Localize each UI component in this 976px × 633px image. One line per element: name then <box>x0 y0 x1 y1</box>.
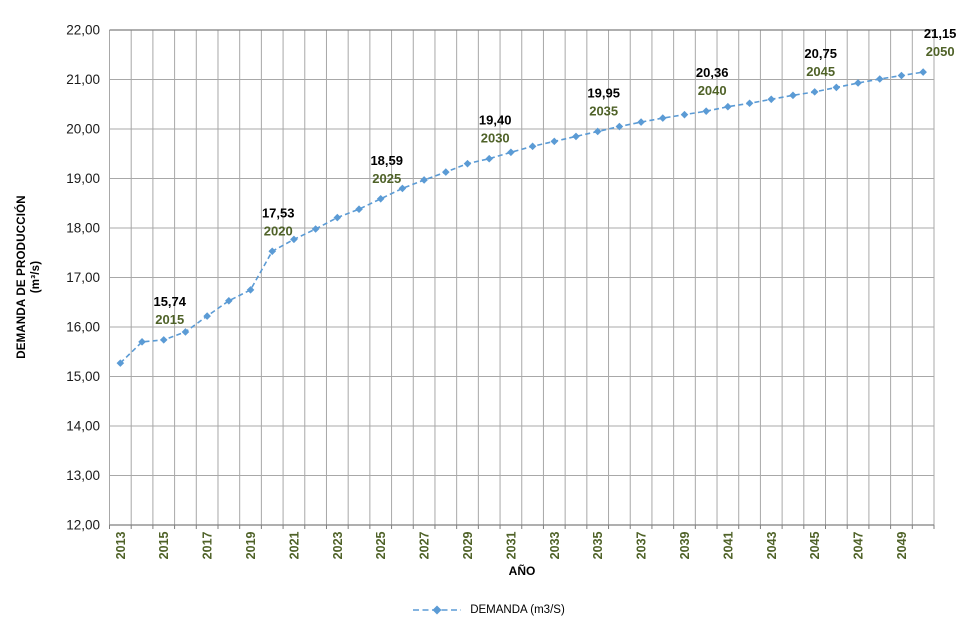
y-tick-label: 21,00 <box>66 72 100 87</box>
y-tick-label: 20,00 <box>66 122 100 137</box>
data-point-marker <box>724 102 732 111</box>
x-tick-label: 2013 <box>114 531 128 559</box>
y-tick-label: 17,00 <box>66 270 100 285</box>
data-point-marker <box>680 110 689 119</box>
x-tick-label: 2017 <box>201 531 215 559</box>
data-point-marker <box>268 247 277 256</box>
legend-label: DEMANDA (m3/S) <box>470 604 565 616</box>
data-point-marker <box>767 95 776 104</box>
data-point-marker <box>875 75 884 83</box>
data-point-marker <box>897 71 906 80</box>
annotation-value-label: 18,59 <box>370 153 403 168</box>
data-point-marker <box>658 114 667 122</box>
y-axis-title: DEMANDA DE PRODUCCIÓN (m³/s) <box>15 147 45 407</box>
y-tick-label: 16,00 <box>66 320 100 335</box>
x-tick-label: 2035 <box>591 531 605 559</box>
legend: DEMANDA (m3/S) <box>0 601 976 619</box>
annotation-year-label: 2025 <box>372 171 401 186</box>
data-point-marker <box>702 107 710 115</box>
y-tick-label: 13,00 <box>66 468 100 483</box>
annotation-value-label: 20,75 <box>804 46 837 61</box>
data-point-marker <box>333 213 342 222</box>
x-tick-label: 2045 <box>808 531 822 559</box>
x-tick-label: 2033 <box>548 531 562 559</box>
x-tick-label: 2015 <box>157 531 171 559</box>
data-point-marker <box>116 359 125 367</box>
data-point-marker <box>159 336 168 344</box>
data-point-marker <box>593 127 602 136</box>
data-point-marker <box>528 142 537 151</box>
annotation-year-label: 2020 <box>264 223 293 238</box>
x-tick-label: 2023 <box>331 531 345 559</box>
y-tick-label: 22,00 <box>66 23 100 38</box>
y-tick-label: 19,00 <box>66 171 100 186</box>
y-tick-label: 12,00 <box>66 518 100 533</box>
x-tick-label: 2029 <box>461 531 475 559</box>
data-point-marker <box>246 286 255 294</box>
x-tick-label: 2049 <box>895 531 909 559</box>
data-point-marker <box>745 99 754 108</box>
data-point-marker <box>854 79 862 87</box>
annotation-year-label: 2015 <box>155 312 184 327</box>
x-tick-label: 2047 <box>852 531 866 559</box>
data-point-marker <box>615 122 624 131</box>
x-tick-label: 2019 <box>244 531 258 559</box>
data-point-marker <box>420 176 428 184</box>
annotation-value-label: 19,40 <box>479 113 512 128</box>
y-axis-title-line1: DEMANDA DE PRODUCCIÓN <box>16 195 28 359</box>
data-point-marker <box>637 118 645 126</box>
x-tick-label: 2041 <box>721 531 735 559</box>
annotation-value-label: 19,95 <box>587 85 620 100</box>
data-point-marker <box>810 88 819 96</box>
annotation-value-label: 17,53 <box>262 205 295 220</box>
y-tick-label: 15,00 <box>66 369 100 384</box>
x-tick-label: 2043 <box>765 531 779 559</box>
y-axis-title-line2: (m³/s) <box>30 260 42 294</box>
data-point-marker <box>355 205 363 213</box>
annotation-year-label: 2035 <box>589 103 618 118</box>
data-point-marker <box>181 328 190 336</box>
annotation-value-label: 20,36 <box>696 65 729 80</box>
data-point-marker <box>376 194 385 203</box>
data-point-marker <box>507 148 515 157</box>
x-axis-title: AÑO <box>508 564 536 578</box>
data-point-marker <box>832 83 841 92</box>
data-point-marker <box>550 137 559 146</box>
data-point-marker <box>311 225 320 233</box>
data-point-marker <box>398 184 407 193</box>
data-point-marker <box>225 296 233 305</box>
legend-line-marker-icon <box>413 605 462 615</box>
x-tick-label: 2031 <box>504 531 518 559</box>
annotation-year-label: 2030 <box>481 131 510 146</box>
y-tick-label: 14,00 <box>66 419 100 434</box>
x-tick-label: 2021 <box>287 531 301 559</box>
series-line <box>119 71 924 364</box>
data-point-marker <box>290 235 298 244</box>
data-point-marker <box>789 91 797 100</box>
x-tick-label: 2037 <box>635 531 649 559</box>
data-point-marker <box>919 68 927 76</box>
data-point-marker <box>485 154 494 163</box>
annotation-value-label: 15,74 <box>153 294 186 309</box>
annotation-year-label: 2040 <box>698 83 727 98</box>
y-tick-label: 18,00 <box>66 221 100 236</box>
annotation-year-label: 2050 <box>926 44 955 59</box>
data-point-marker <box>463 159 472 168</box>
data-point-marker <box>442 168 450 176</box>
plot-area: 12,00 13,00 14,00 15,00 16,00 17,00 18,00 19,00… <box>66 23 957 560</box>
x-tick-label: 2027 <box>418 531 432 559</box>
data-point-marker <box>138 338 146 346</box>
data-point-marker <box>203 312 211 320</box>
data-point-marker <box>572 132 580 141</box>
annotation-value-label: 21,15 <box>924 26 957 41</box>
x-tick-label: 2039 <box>678 531 692 559</box>
x-tick-label: 2025 <box>374 531 388 559</box>
annotation-year-label: 2045 <box>806 64 835 79</box>
